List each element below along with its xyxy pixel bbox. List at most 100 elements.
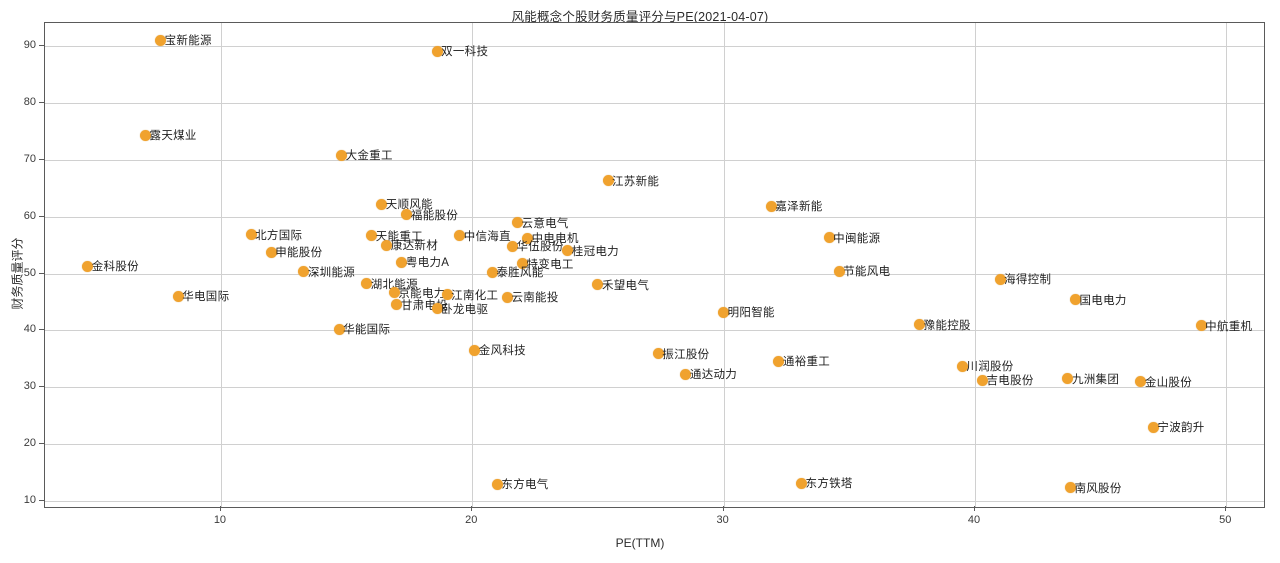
scatter-point-label: 大金重工 (345, 150, 393, 163)
scatter-point[interactable] (431, 45, 443, 57)
scatter-point-label: 京能电力 (398, 287, 446, 300)
x-tick-label: 50 (1219, 514, 1232, 526)
scatter-point[interactable] (155, 34, 167, 46)
scatter-point[interactable] (994, 273, 1006, 285)
scatter-point[interactable] (82, 260, 94, 272)
scatter-point-label: 江南化工 (451, 289, 499, 302)
scatter-point-label: 中航重机 (1205, 320, 1253, 333)
scatter-point[interactable] (976, 374, 988, 386)
scatter-point[interactable] (401, 209, 413, 221)
scatter-point[interactable] (1147, 421, 1159, 433)
scatter-point[interactable] (506, 240, 518, 252)
scatter-point[interactable] (366, 230, 378, 242)
scatter-point[interactable] (512, 217, 524, 229)
scatter-point[interactable] (796, 477, 808, 489)
y-tick-label: 70 (23, 152, 36, 165)
y-tick-label: 80 (23, 95, 36, 108)
x-tick-mark (722, 506, 724, 511)
scatter-point-label: 通达动力 (689, 369, 738, 382)
scatter-point-label: 华伍股份 (516, 241, 564, 254)
y-tick-label: 40 (23, 323, 36, 336)
scatter-point[interactable] (562, 245, 574, 257)
scatter-point[interactable] (1135, 376, 1147, 388)
scatter-point[interactable] (1064, 482, 1076, 494)
y-tick-label: 30 (23, 380, 36, 393)
y-tick-mark (39, 443, 44, 445)
y-gridline (45, 330, 1264, 332)
scatter-point[interactable] (298, 266, 310, 278)
scatter-point-label: 宁波韵升 (1157, 422, 1205, 435)
scatter-point-label: 九洲集团 (1071, 373, 1120, 386)
scatter-point[interactable] (833, 265, 845, 277)
scatter-point-label: 中闽能源 (833, 232, 881, 245)
scatter-point[interactable] (391, 299, 403, 311)
y-tick-mark (39, 101, 44, 103)
scatter-point[interactable] (652, 348, 664, 360)
y-gridline (45, 216, 1264, 218)
scatter-point-label: 金山股份 (1144, 376, 1193, 389)
scatter-point-label: 川润股份 (966, 361, 1014, 374)
x-tick-label: 20 (465, 514, 478, 526)
scatter-point[interactable] (431, 303, 443, 315)
scatter-point-label: 禾望电气 (601, 279, 650, 292)
y-gridline (45, 159, 1264, 161)
scatter-point-label: 金风科技 (478, 345, 526, 358)
scatter-point-label: 福能股份 (410, 209, 459, 222)
y-gridline (45, 102, 1264, 104)
scatter-point-label: 特变电工 (526, 258, 574, 271)
scatter-point[interactable] (441, 289, 453, 301)
scatter-point[interactable] (376, 198, 388, 210)
scatter-point-label: 东方铁塔 (805, 478, 853, 491)
scatter-point[interactable] (773, 355, 785, 367)
x-tick-mark (1225, 506, 1227, 511)
scatter-point[interactable] (396, 256, 408, 268)
scatter-point-label: 双一科技 (441, 46, 489, 59)
scatter-point[interactable] (469, 344, 481, 356)
scatter-point[interactable] (172, 290, 184, 302)
scatter-point-label: 嘉泽新能 (775, 201, 823, 214)
scatter-point[interactable] (765, 200, 777, 212)
scatter-point[interactable] (336, 149, 348, 161)
scatter-point-label: 粤电力A (405, 257, 450, 270)
scatter-point[interactable] (718, 306, 730, 318)
scatter-point-label: 申能股份 (275, 247, 323, 260)
scatter-point[interactable] (1195, 320, 1207, 332)
scatter-point[interactable] (245, 229, 257, 241)
scatter-point[interactable] (381, 239, 393, 251)
scatter-point[interactable] (140, 129, 152, 141)
scatter-point-label: 中电电机 (531, 233, 579, 246)
scatter-point[interactable] (517, 258, 529, 270)
scatter-point[interactable] (680, 368, 692, 380)
scatter-point-label: 节能风电 (843, 266, 891, 279)
scatter-point[interactable] (1069, 294, 1081, 306)
scatter-point-label: 桂冠电力 (571, 245, 619, 258)
scatter-point[interactable] (454, 230, 466, 242)
y-tick-mark (39, 500, 44, 502)
scatter-point-label: 豫能控股 (923, 319, 971, 332)
scatter-point[interactable] (592, 279, 604, 291)
x-gridline (723, 23, 725, 507)
scatter-point[interactable] (265, 246, 277, 258)
y-tick-label: 90 (23, 38, 36, 51)
x-tick-label: 40 (967, 514, 981, 526)
scatter-point[interactable] (956, 360, 968, 372)
scatter-point-label: 宝新能源 (164, 35, 212, 48)
scatter-point[interactable] (522, 232, 534, 244)
scatter-point[interactable] (602, 175, 614, 187)
x-gridline (974, 23, 976, 507)
x-tick-mark (973, 506, 975, 511)
y-tick-mark (39, 386, 44, 388)
scatter-point[interactable] (491, 478, 503, 490)
scatter-point-label: 华能国际 (343, 324, 391, 337)
scatter-point[interactable] (823, 232, 835, 244)
scatter-point[interactable] (388, 287, 400, 299)
x-gridline (1226, 23, 1228, 507)
scatter-point[interactable] (501, 291, 513, 303)
scatter-point[interactable] (486, 266, 498, 278)
scatter-point[interactable] (1062, 373, 1074, 385)
scatter-point-label: 振江股份 (662, 348, 710, 361)
scatter-point[interactable] (914, 319, 926, 331)
scatter-point-label: 华电国际 (182, 291, 230, 304)
scatter-point[interactable] (361, 278, 373, 290)
scatter-point[interactable] (333, 323, 345, 335)
